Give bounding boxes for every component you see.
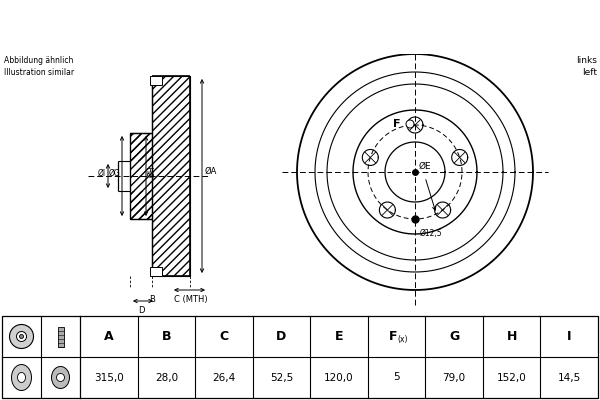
Text: ØI: ØI: [98, 168, 106, 178]
Text: Ø12,5: Ø12,5: [420, 229, 443, 238]
Text: 120,0: 120,0: [324, 372, 354, 382]
Text: F: F: [394, 119, 401, 129]
Text: E: E: [335, 330, 343, 343]
Circle shape: [17, 332, 26, 342]
Text: 428198: 428198: [397, 18, 479, 36]
Text: 24.0128-0198.1: 24.0128-0198.1: [154, 18, 326, 36]
Text: C: C: [220, 330, 229, 343]
Ellipse shape: [52, 366, 70, 388]
Ellipse shape: [17, 372, 25, 382]
Text: 28,0: 28,0: [155, 372, 178, 382]
Circle shape: [56, 374, 65, 382]
Circle shape: [19, 334, 23, 338]
Text: D: D: [277, 330, 287, 343]
Bar: [130, 133, 152, 219]
Ellipse shape: [11, 364, 32, 390]
Circle shape: [406, 120, 414, 128]
Text: 152,0: 152,0: [497, 372, 527, 382]
Text: ØG: ØG: [108, 168, 120, 178]
Text: A: A: [104, 330, 113, 343]
Text: 5: 5: [393, 372, 400, 382]
Text: B: B: [149, 295, 155, 304]
Text: H: H: [506, 330, 517, 343]
Bar: [152, 76, 190, 276]
Text: links
left: links left: [576, 56, 597, 77]
Text: ØA: ØA: [205, 166, 217, 176]
Text: 79,0: 79,0: [443, 372, 466, 382]
Text: C (MTH): C (MTH): [174, 295, 208, 304]
Text: ØE: ØE: [419, 162, 431, 170]
Text: B: B: [161, 330, 171, 343]
Text: Abbildung ähnlich
Illustration similar: Abbildung ähnlich Illustration similar: [4, 56, 74, 77]
Text: 52,5: 52,5: [270, 372, 293, 382]
Text: D: D: [138, 306, 144, 315]
Bar: [150, 267, 162, 276]
Text: G: G: [449, 330, 459, 343]
Circle shape: [10, 324, 34, 348]
Bar: [130, 133, 152, 161]
Bar: [150, 76, 162, 85]
Text: I: I: [567, 330, 571, 343]
Text: (x): (x): [397, 335, 408, 344]
Bar: [130, 191, 152, 219]
Text: F: F: [389, 330, 398, 343]
Text: 14,5: 14,5: [557, 372, 581, 382]
Text: 26,4: 26,4: [212, 372, 236, 382]
Text: 315,0: 315,0: [94, 372, 124, 382]
Text: ØH: ØH: [147, 165, 156, 177]
Bar: [58, 326, 64, 346]
